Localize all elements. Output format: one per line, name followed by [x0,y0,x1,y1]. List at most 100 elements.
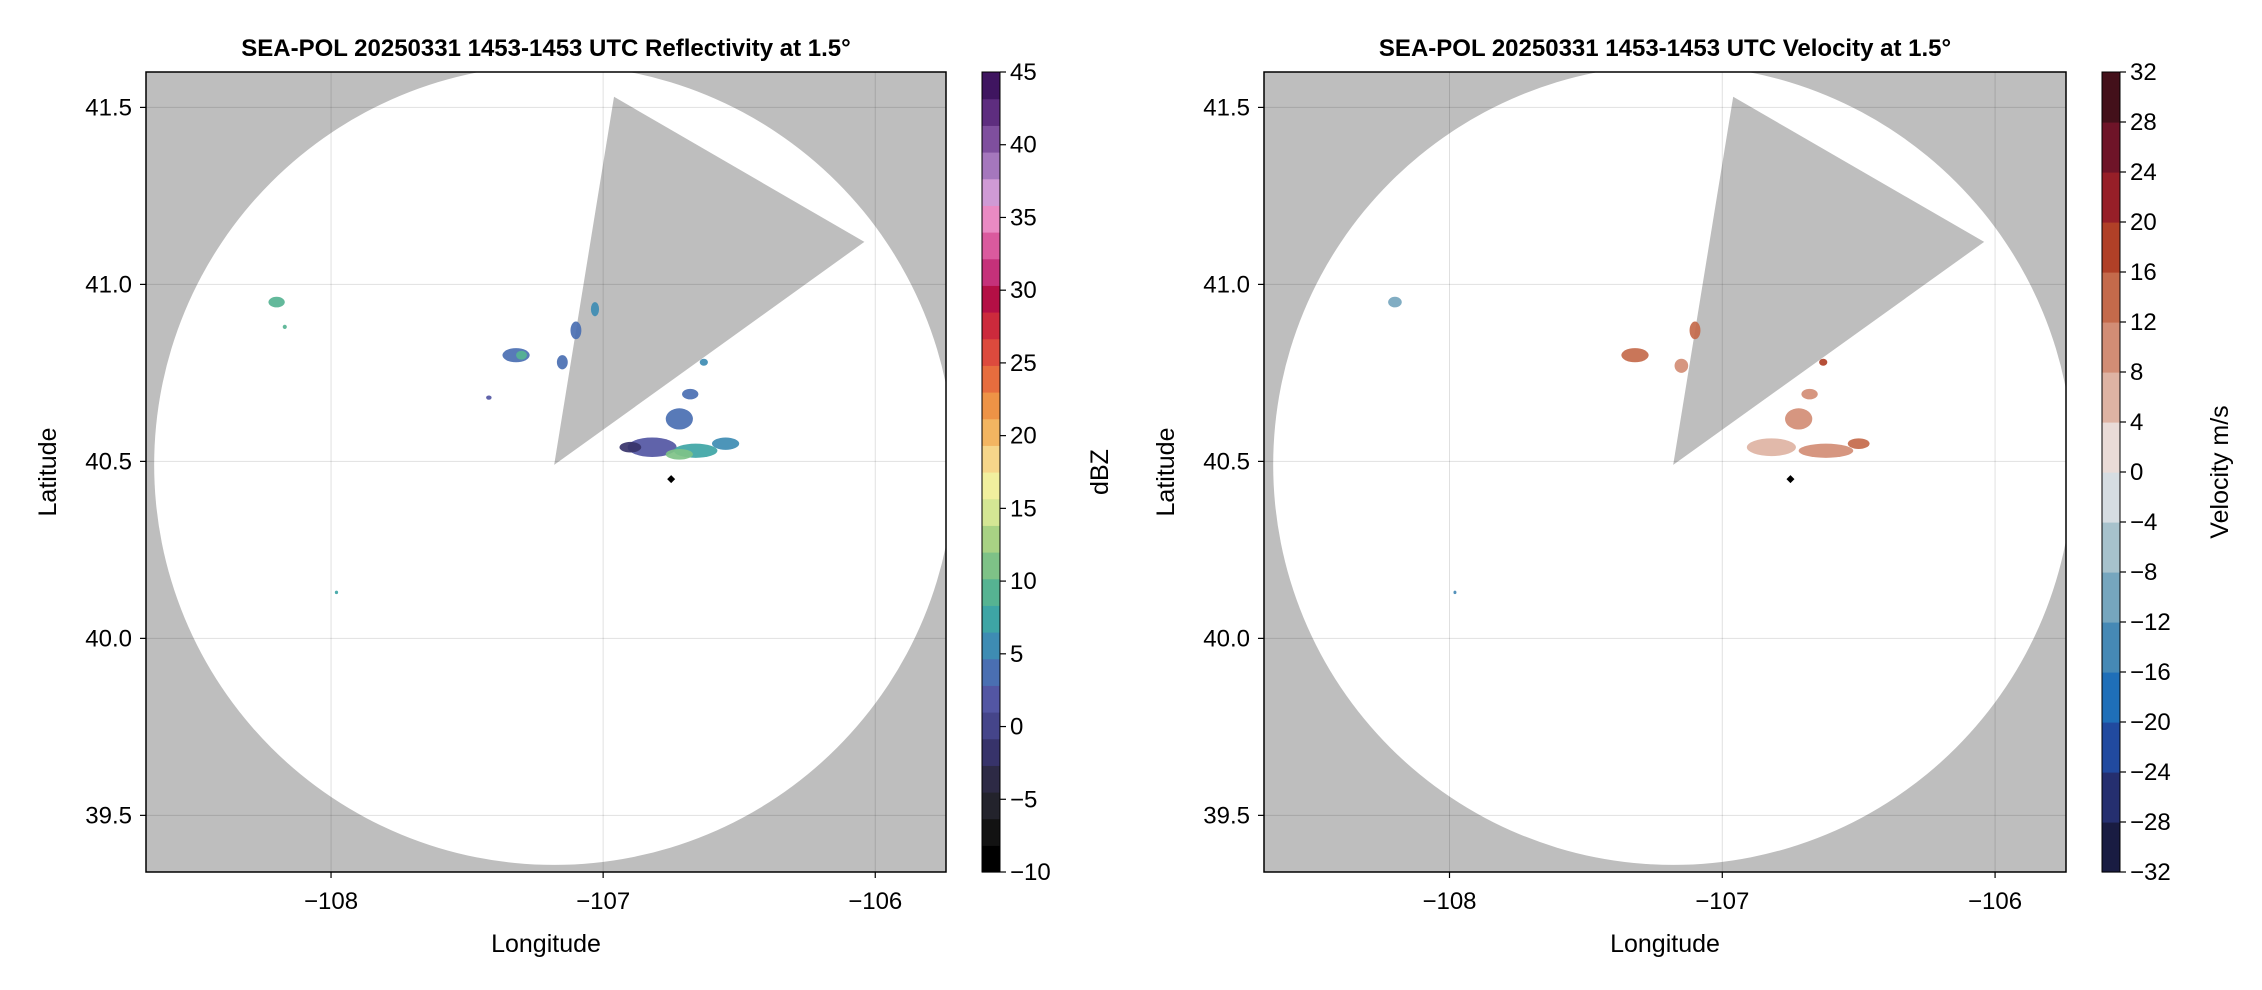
blocked-sector [1673,96,1985,465]
colorbar-tick-label: 0 [2130,459,2143,486]
colorbar-segment [982,98,1000,126]
colorbar-tick-label: 20 [2130,209,2157,236]
y-tick-label: 40.5 [1203,448,1250,475]
colorbar-tick-label: 32 [2130,59,2157,86]
colorbar-segment [982,205,1000,233]
chart-title: SEA-POL 20250331 1453-1453 UTC Reflectiv… [241,35,850,62]
echo-patch [1674,358,1689,373]
echo-patch [665,408,693,430]
colorbar-segment [982,338,1000,366]
plot-area [146,72,946,872]
colorbar-tick-label: −12 [2130,609,2171,636]
colorbar-tick-label: −32 [2130,859,2171,886]
colorbar-segment [982,258,1000,286]
colorbar-tick-label: −20 [2130,709,2171,736]
colorbar-tick-label: −24 [2130,759,2171,786]
colorbar-tick-label: 0 [1010,714,1023,741]
x-tick-label: −107 [576,888,630,915]
axes-frame [1263,71,2067,873]
x-axis-label: Longitude [491,930,601,958]
colorbar-segment [2102,672,2120,723]
colorbar-segment [2102,122,2120,173]
colorbar-segment [982,765,1000,793]
colorbar-segment [982,498,1000,526]
colorbar-segment [982,525,1000,553]
echo-patch [1801,388,1818,400]
colorbar-tick-label: −16 [2130,659,2171,686]
y-tick-label: 41.0 [1203,271,1250,298]
colorbar-segment [982,818,1000,846]
colorbar-tick-label: 5 [1010,641,1023,668]
echo-patch [556,355,568,370]
chart-title: SEA-POL 20250331 1453-1453 UTC Velocity … [1379,35,1951,62]
colorbar-tick-label: 24 [2130,159,2157,186]
echo-patch [590,302,600,317]
colorbar-tick-label: 10 [1010,568,1037,595]
colorbar-tick-label: −10 [1010,859,1051,886]
colorbar-segment [982,632,1000,660]
colorbar-segment [2102,572,2120,623]
colorbar-frame [981,71,1001,873]
echo-patch [268,296,285,308]
panel-velocity: −108 −107 −106 39.5 40.0 40.5 41.0 41.5 SEA-POL … [1152,35,2234,958]
y-tick-label: 39.5 [85,802,132,829]
echo-patch [1847,438,1870,449]
colorbar-segment [982,125,1000,153]
colorbar-segment [2102,822,2120,873]
echo-patch [516,350,527,360]
colorbar-segment [982,685,1000,713]
echo-patch [1621,348,1649,363]
colorbar-tick-label: −8 [2130,559,2157,586]
colorbar-segment [982,312,1000,340]
colorbar: −32 −28 −24 −20 −16 −12 −8 −4 0 4 8 12 16 20 24 28 32 Vel… [2101,59,2234,886]
colorbar-tick-label: 16 [2130,259,2157,286]
colorbar-segment [982,232,1000,260]
colorbar-segment [2102,222,2120,273]
colorbar-segment [982,738,1000,766]
y-tick-label: 41.5 [85,94,132,121]
y-tick-label: 40.0 [85,625,132,652]
echo-patch [1798,443,1854,458]
echo-patch [1819,358,1828,366]
echo-patch [1689,321,1701,340]
colorbar-segment [982,152,1000,180]
echo-patch [1388,296,1402,308]
colorbar-tick-label: 4 [2130,409,2143,436]
colorbar-tick-label: 12 [2130,309,2157,336]
blocked-sector [554,96,865,465]
echo-patch [711,437,740,450]
panel-reflectivity: −108 −107 −106 39.5 40.0 40.5 41.0 41.5 SEA-POL … [34,35,1114,958]
echo-patch [486,395,492,400]
colorbar-tick-label: −4 [2130,509,2157,536]
colorbar-segment [982,178,1000,206]
colorbar-segment [982,845,1000,873]
colorbar-segment [2102,272,2120,323]
colorbar-tick-label: 40 [1010,132,1037,159]
y-tick-label: 40.5 [85,448,132,475]
axes-frame [145,71,947,873]
echo-patch [334,590,339,595]
colorbar-segment [982,72,1000,100]
colorbar-segment [2102,522,2120,573]
colorbar-tick-label: −5 [1010,786,1037,813]
x-axis-label: Longitude [1610,930,1720,958]
colorbar-segment [2102,172,2120,223]
colorbar-segment [982,472,1000,500]
colorbar-segment [982,285,1000,313]
colorbar-tick-label: 28 [2130,109,2157,136]
y-tick-label: 41.5 [1203,94,1250,121]
colorbar-segment [982,418,1000,446]
colorbar-segment [2102,622,2120,673]
colorbar-segment [982,658,1000,686]
colorbar-tick-label: 45 [1010,59,1037,86]
colorbar-segment [2102,472,2120,523]
y-axis-label: Latitude [34,428,62,517]
colorbar-segment [2102,722,2120,773]
y-tick-label: 40.0 [1203,625,1250,652]
colorbar-segment [982,552,1000,580]
x-tick-label: −108 [1422,888,1476,915]
colorbar-segment [982,712,1000,740]
plot-area [1264,72,2066,872]
colorbar: −10 −5 0 5 10 15 20 25 30 35 40 45 dBZ [981,59,1114,886]
